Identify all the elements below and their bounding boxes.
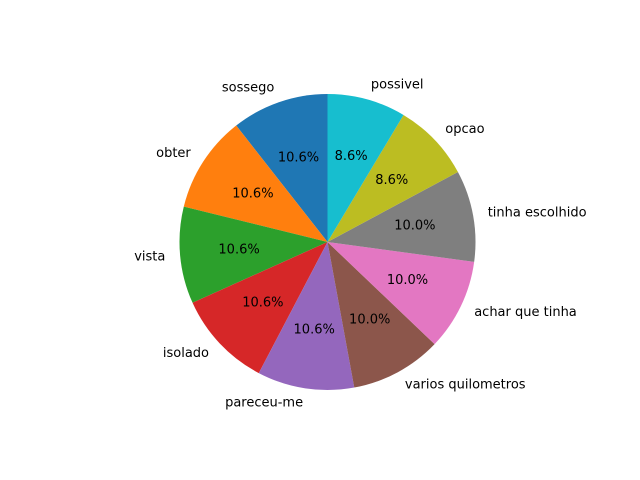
- pie-slice-7: [327, 172, 476, 262]
- slice-label-1: obter: [156, 146, 191, 161]
- slice-percent-4: 10.6%: [294, 322, 335, 337]
- pie-slice-8: [327, 115, 458, 242]
- slice-percent-9: 8.6%: [335, 149, 368, 164]
- pie-slices: [179, 94, 476, 391]
- pie-slice-6: [327, 242, 475, 345]
- pie-slice-5: [327, 242, 435, 388]
- slice-percent-6: 10.0%: [387, 273, 428, 288]
- slice-percent-1: 10.6%: [232, 186, 273, 201]
- pie-labels: sossego 10.6% obter 10.6% vista 10.6% isolado 1…: [134, 78, 586, 411]
- pie-slice-3: [192, 242, 328, 374]
- slice-percent-8: 8.6%: [375, 173, 408, 188]
- pie-slice-2: [179, 206, 328, 303]
- pie-slice-4: [258, 242, 355, 391]
- slice-percent-2: 10.6%: [218, 243, 259, 258]
- slice-label-4: pareceu-me: [225, 395, 303, 410]
- slice-percent-7: 10.0%: [394, 219, 435, 234]
- slice-label-6: achar que tinha: [474, 305, 577, 320]
- slice-label-0: sossego: [222, 81, 275, 96]
- slice-percent-3: 10.6%: [242, 295, 283, 310]
- pie-slice-0: [236, 94, 328, 242]
- slice-label-9: possivel: [371, 78, 424, 93]
- pie-slice-9: [327, 94, 404, 242]
- slice-label-5: varios quilometros: [405, 378, 526, 393]
- slice-percent-0: 10.6%: [278, 151, 319, 166]
- slice-label-2: vista: [134, 249, 165, 264]
- slice-label-7: tinha escolhido: [488, 206, 587, 221]
- slice-label-8: opcao: [445, 122, 484, 137]
- pie-slice-1: [183, 125, 328, 242]
- slice-percent-5: 10.0%: [349, 313, 390, 328]
- slice-label-3: isolado: [163, 346, 209, 361]
